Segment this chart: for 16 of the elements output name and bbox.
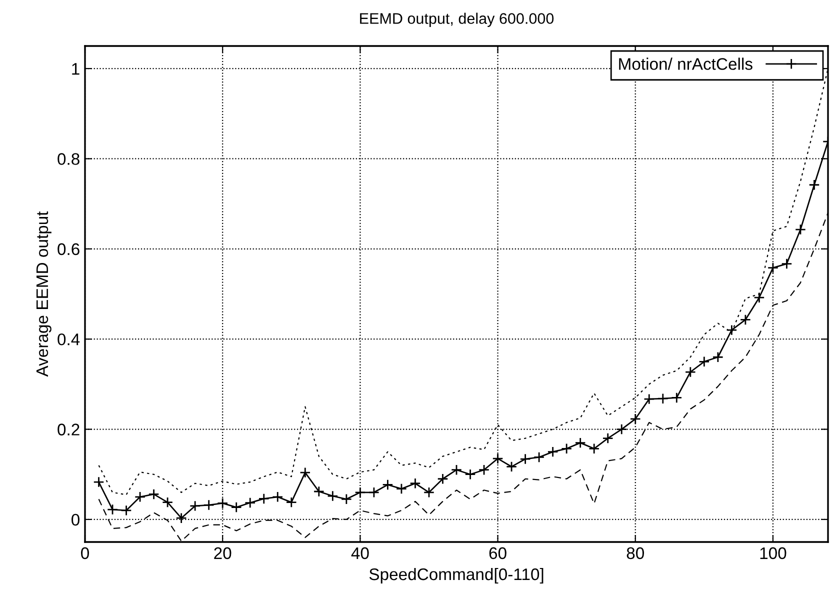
y-tick-label: 0.8 bbox=[58, 153, 80, 165]
y-tick-label: 0 bbox=[72, 514, 80, 526]
chart-title: EEMD output, delay 600.000 bbox=[360, 12, 554, 27]
x-tick-label: 80 bbox=[626, 547, 644, 560]
y-tick-label: 0.2 bbox=[58, 424, 80, 436]
x-tick-label: 20 bbox=[214, 547, 232, 560]
y-tick-label: 0.6 bbox=[58, 243, 80, 256]
x-tick-label: 60 bbox=[489, 547, 506, 560]
legend-label: Motion/ nrActCells bbox=[619, 58, 752, 70]
x-tick-label: 100 bbox=[760, 547, 786, 560]
x-tick-label: 40 bbox=[351, 547, 369, 560]
y-tick-label: 1 bbox=[72, 63, 80, 75]
x-tick-label: 0 bbox=[81, 547, 89, 560]
y-tick-label: 0.4 bbox=[58, 333, 80, 346]
y-axis-title: Average EEMD output bbox=[36, 211, 52, 377]
x-axis-title: SpeedCommand[0-110] bbox=[369, 568, 544, 584]
